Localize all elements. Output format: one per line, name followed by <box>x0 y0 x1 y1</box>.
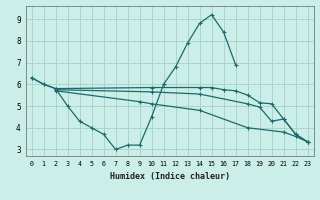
X-axis label: Humidex (Indice chaleur): Humidex (Indice chaleur) <box>109 172 230 181</box>
